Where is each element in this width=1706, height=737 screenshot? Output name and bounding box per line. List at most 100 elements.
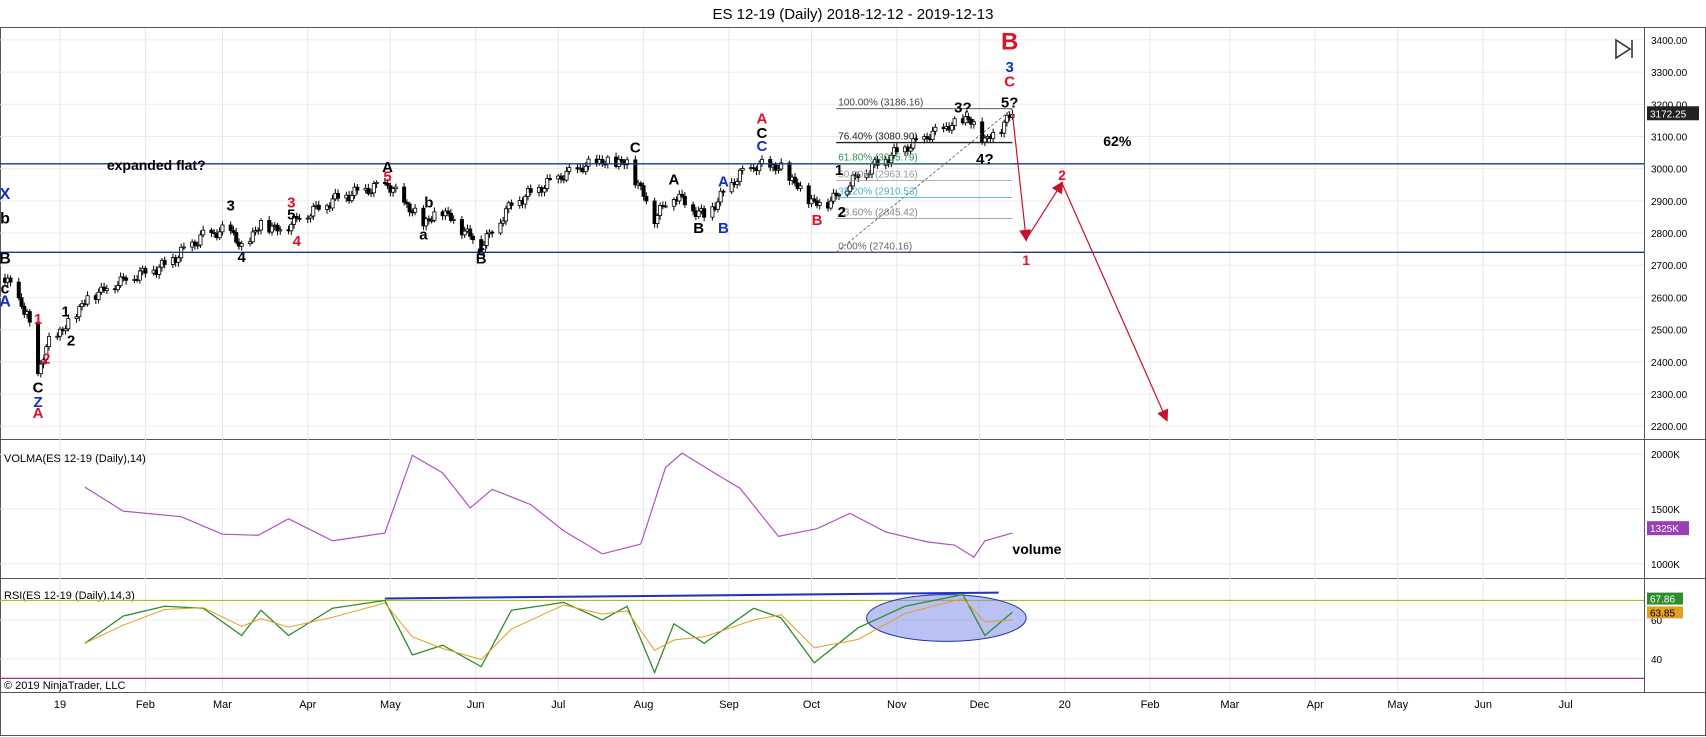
candle-body bbox=[812, 198, 817, 202]
candle-body bbox=[355, 186, 360, 191]
y-tick-label: 3000.00 bbox=[1651, 165, 1688, 176]
x-tick-label: May bbox=[1387, 699, 1408, 711]
wave-label: 4 bbox=[293, 233, 302, 250]
candle-body bbox=[773, 164, 778, 171]
wave-label: C bbox=[757, 125, 768, 142]
candle-body bbox=[239, 243, 244, 247]
wave-label: A bbox=[33, 405, 44, 422]
candle-body bbox=[658, 205, 663, 216]
play-icon[interactable] bbox=[1615, 38, 1633, 60]
volma-tick-label: 2000K bbox=[1651, 450, 1680, 461]
candle-body bbox=[269, 225, 274, 233]
candle-body bbox=[201, 229, 206, 236]
candle-body bbox=[157, 266, 162, 275]
fib-level-label: 38.20% (2910.53) bbox=[838, 186, 918, 197]
candle-body bbox=[523, 195, 528, 205]
candle-body bbox=[691, 204, 696, 212]
candle-body bbox=[393, 186, 398, 190]
candle-body bbox=[308, 215, 313, 219]
volma-tick-label: 1500K bbox=[1651, 505, 1680, 516]
fib-level-label: 23.60% (2845.42) bbox=[838, 207, 918, 218]
volma-last-badge bbox=[1647, 521, 1689, 536]
x-tick-label: Feb bbox=[1141, 699, 1160, 711]
candle-body bbox=[655, 215, 660, 224]
candle-body bbox=[27, 311, 32, 323]
candle-body bbox=[66, 318, 71, 330]
rsi-panel: RSI(ES 12-19 (Daily),14,3) bbox=[0, 590, 1644, 679]
wave-label: b bbox=[0, 210, 10, 227]
candle-body bbox=[619, 159, 624, 162]
wave-label: 5 bbox=[383, 169, 391, 186]
candle-body bbox=[776, 168, 781, 171]
candle-body bbox=[867, 173, 872, 176]
candle-body bbox=[349, 195, 354, 202]
wave-label: B bbox=[812, 212, 823, 229]
rsi-last-badge-2 bbox=[1647, 606, 1683, 619]
candle-body bbox=[503, 208, 508, 222]
wave-label: 4 bbox=[238, 249, 247, 266]
candle-body bbox=[38, 363, 43, 375]
y-tick-label: 3300.00 bbox=[1651, 68, 1688, 79]
volma-title: VOLMA(ES 12-19 (Daily),14) bbox=[4, 453, 146, 465]
x-tick-label: Jun bbox=[1474, 699, 1492, 711]
volma-last-value: 1325K bbox=[1650, 524, 1679, 535]
candle-body bbox=[682, 195, 687, 206]
candle-body bbox=[616, 159, 621, 167]
candle-body bbox=[63, 328, 68, 332]
y-tick-label: 3400.00 bbox=[1651, 36, 1688, 47]
candle-body bbox=[548, 178, 553, 180]
candle-body bbox=[162, 259, 167, 265]
candle-body bbox=[22, 305, 27, 315]
candle-body bbox=[644, 195, 649, 202]
candle-body bbox=[316, 204, 321, 210]
candle-body bbox=[228, 224, 233, 231]
wave-label: 5 bbox=[287, 206, 295, 223]
candle-body bbox=[971, 121, 976, 125]
candle-body bbox=[294, 215, 299, 219]
candle-body bbox=[459, 219, 464, 236]
candle-body bbox=[8, 277, 13, 283]
candle-body bbox=[729, 182, 734, 193]
candle-body bbox=[702, 208, 707, 218]
candle-body bbox=[484, 233, 489, 246]
candle-body bbox=[710, 206, 715, 218]
wave-label: 2 bbox=[42, 350, 50, 367]
candle-body bbox=[952, 118, 957, 126]
volma-tick-label: 1000K bbox=[1651, 560, 1680, 571]
candle-body bbox=[914, 138, 919, 141]
candle-body bbox=[413, 207, 418, 213]
wave-label: 2 bbox=[838, 204, 846, 221]
candle-body bbox=[831, 192, 836, 202]
candle-body bbox=[715, 201, 720, 210]
candle-body bbox=[250, 231, 255, 243]
candle-body bbox=[311, 205, 316, 217]
candle-body bbox=[421, 207, 426, 227]
candle-body bbox=[625, 159, 630, 166]
candle-body bbox=[933, 126, 938, 132]
candle-body bbox=[583, 165, 588, 173]
y-tick-label: 2500.00 bbox=[1651, 326, 1688, 337]
wave-label: 3? bbox=[954, 99, 972, 116]
fib-trend-line bbox=[836, 108, 1013, 253]
rsi-title: RSI(ES 12-19 (Daily),14,3) bbox=[4, 590, 135, 602]
candle-body bbox=[605, 156, 610, 165]
y-tick-label: 2300.00 bbox=[1651, 390, 1688, 401]
candle-body bbox=[330, 198, 335, 209]
rsi-last-value-1: 67.86 bbox=[1650, 595, 1675, 606]
rsi-last-value-2: 63.85 bbox=[1650, 608, 1675, 619]
candle-body bbox=[305, 217, 310, 220]
wave-label: 3 bbox=[287, 194, 295, 211]
candle-body bbox=[759, 158, 764, 164]
volma-panel: VOLMA(ES 12-19 (Daily),14) volume bbox=[4, 452, 1062, 559]
rsi-tick-label: 40 bbox=[1651, 655, 1663, 666]
y-tick-label: 2800.00 bbox=[1651, 229, 1688, 240]
candle-body bbox=[677, 193, 682, 202]
candle-body bbox=[374, 182, 379, 184]
x-tick-label: Nov bbox=[887, 699, 907, 711]
candle-body bbox=[680, 193, 685, 197]
candle-body bbox=[195, 244, 200, 247]
candle-body bbox=[58, 328, 63, 337]
candle-body bbox=[949, 125, 954, 131]
candle-body bbox=[894, 147, 899, 153]
